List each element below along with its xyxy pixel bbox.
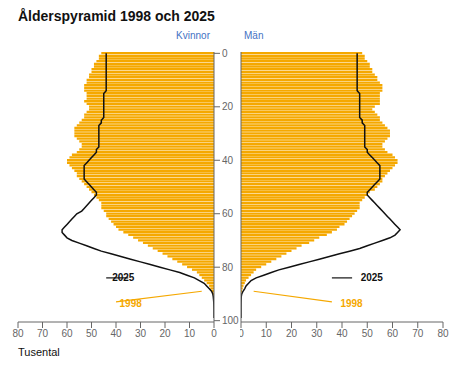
svg-text:60: 60 (61, 328, 73, 339)
svg-text:80: 80 (222, 262, 234, 273)
svg-text:0: 0 (240, 328, 244, 339)
svg-text:70: 70 (412, 328, 424, 339)
svg-text:20: 20 (159, 328, 171, 339)
svg-text:40: 40 (222, 155, 234, 166)
svg-text:70: 70 (37, 328, 49, 339)
svg-text:80: 80 (437, 328, 449, 339)
svg-text:10: 10 (184, 328, 196, 339)
svg-text:80: 80 (12, 328, 24, 339)
html-text:Tusental: Tusental (18, 346, 60, 358)
svg-text:1998: 1998 (340, 298, 363, 309)
svg-text:50: 50 (362, 328, 374, 339)
svg-text:40: 40 (336, 328, 348, 339)
svg-text:20: 20 (222, 101, 234, 112)
svg-text:0: 0 (211, 328, 217, 339)
svg-text:10: 10 (261, 328, 273, 339)
html-text:Män: Män (244, 30, 264, 41)
svg-text:40: 40 (110, 328, 122, 339)
svg-text:60: 60 (222, 208, 234, 219)
svg-text:100: 100 (222, 315, 239, 326)
svg-text:2025: 2025 (112, 272, 135, 283)
svg-text:60: 60 (387, 328, 399, 339)
svg-text:30: 30 (135, 328, 147, 339)
svg-text:2025: 2025 (361, 272, 384, 283)
svg-text:30: 30 (311, 328, 323, 339)
html-text:Kvinnor: Kvinnor (176, 30, 210, 41)
svg-text:50: 50 (86, 328, 98, 339)
svg-text:20: 20 (286, 328, 298, 339)
svg-text:1998: 1998 (120, 298, 143, 309)
svg-text:0: 0 (222, 48, 228, 59)
html-text:Ålderspyramid 1998 och 2025: Ålderspyramid 1998 och 2025 (18, 8, 215, 24)
